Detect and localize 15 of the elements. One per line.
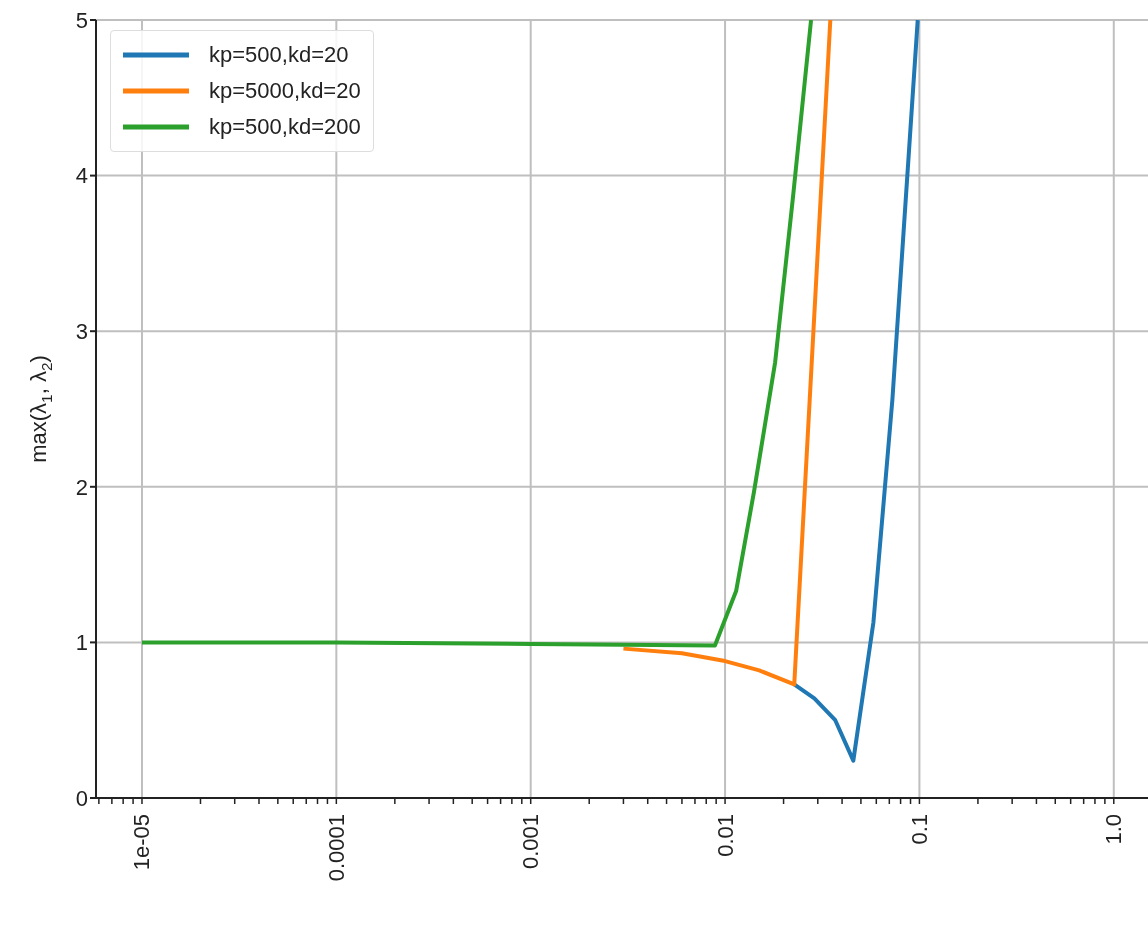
x-tick-label: 1e-05 bbox=[129, 814, 155, 871]
y-tick-label: 5 bbox=[75, 7, 88, 33]
y-tick-label: 4 bbox=[75, 163, 88, 189]
legend-label: kp=500,kd=20 bbox=[209, 41, 349, 69]
legend-label: kp=5000,kd=20 bbox=[209, 77, 361, 105]
x-tick-label: 1.0 bbox=[1101, 814, 1127, 845]
y-tick-label: 0 bbox=[75, 785, 88, 811]
x-tick-label: 0.01 bbox=[712, 814, 738, 857]
y-tick-label: 3 bbox=[75, 319, 88, 345]
x-tick-label: 0.001 bbox=[518, 814, 544, 870]
x-tick-label: 0.1 bbox=[906, 814, 932, 845]
y-tick-label: 2 bbox=[75, 474, 88, 500]
x-tick-label: 0.0001 bbox=[323, 814, 349, 882]
y-tick-label: 1 bbox=[75, 630, 88, 656]
legend-label: kp=500,kd=200 bbox=[209, 113, 361, 141]
